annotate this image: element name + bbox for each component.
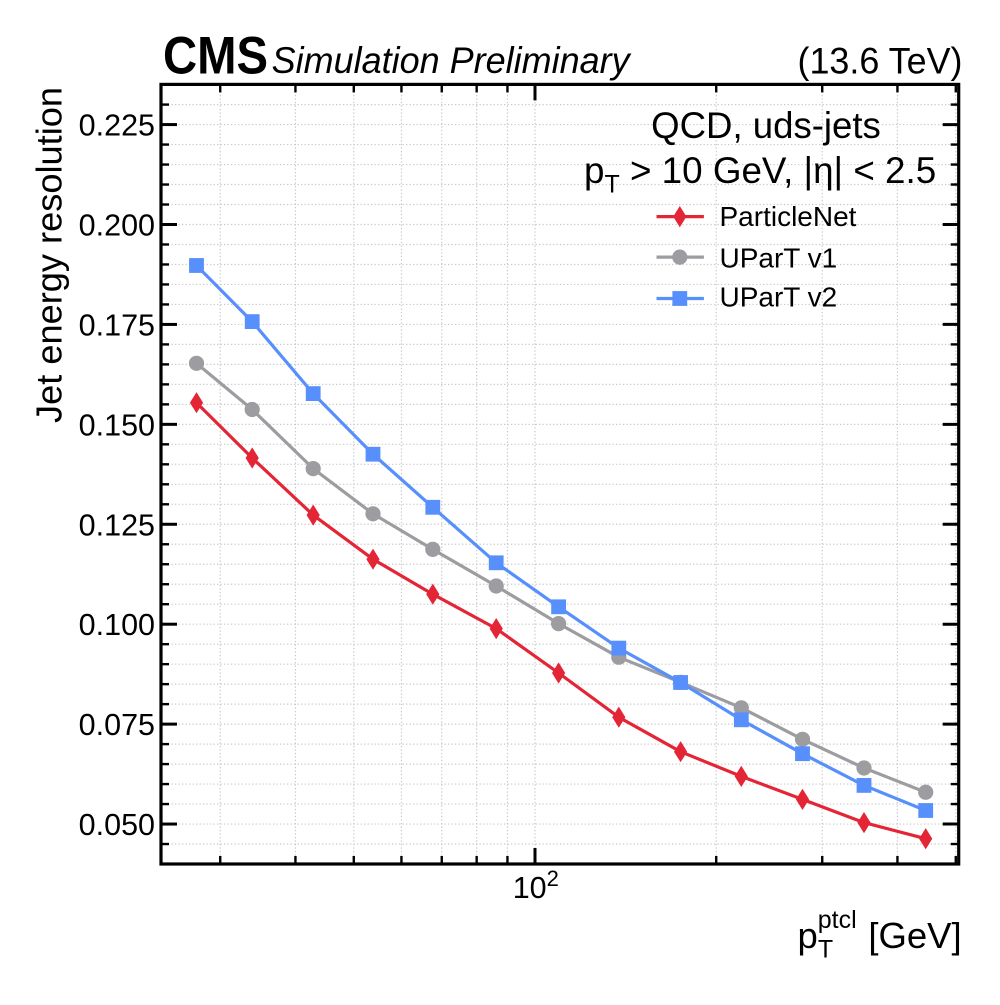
svg-text:QCD, uds-jets: QCD, uds-jets (651, 105, 881, 146)
svg-text:Jet energy resolution: Jet energy resolution (29, 87, 70, 423)
svg-text:0.175: 0.175 (79, 308, 155, 342)
svg-text:0.100: 0.100 (79, 608, 155, 642)
svg-text:UParT v1: UParT v1 (720, 242, 838, 273)
svg-text:0.125: 0.125 (79, 508, 155, 542)
svg-text:0.075: 0.075 (79, 708, 155, 742)
svg-text:0.225: 0.225 (79, 109, 155, 143)
svg-text:0.200: 0.200 (79, 209, 155, 243)
svg-text:0.050: 0.050 (79, 808, 155, 842)
svg-text:pT > 10 GeV, |η| < 2.5: pT > 10 GeV, |η| < 2.5 (584, 150, 936, 199)
svg-text:(13.6 TeV): (13.6 TeV) (798, 41, 963, 82)
svg-text:CMS: CMS (163, 27, 268, 86)
svg-text:pTptcl [GeV]: pTptcl [GeV] (798, 906, 962, 964)
svg-text:UParT v2: UParT v2 (720, 282, 838, 313)
svg-text:Simulation Preliminary: Simulation Preliminary (272, 40, 632, 81)
svg-text:ParticleNet: ParticleNet (720, 201, 857, 232)
svg-text:0.150: 0.150 (79, 408, 155, 442)
